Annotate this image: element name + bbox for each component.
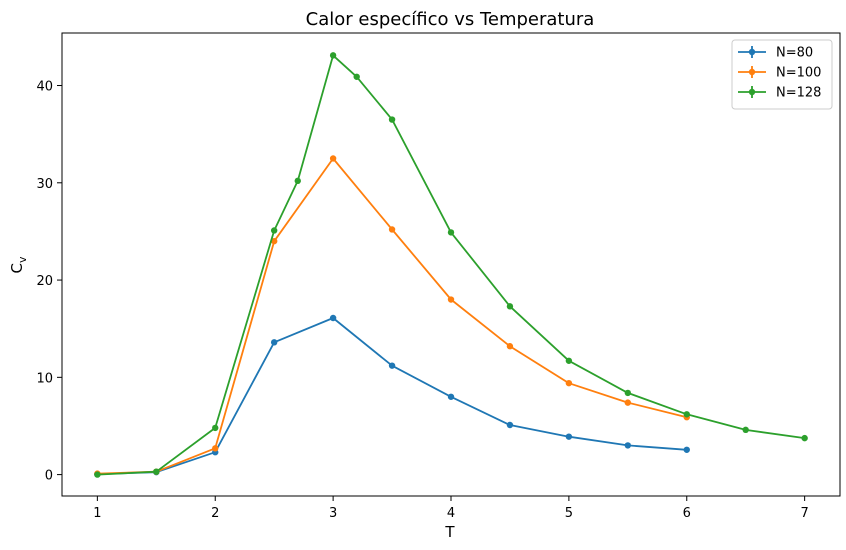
y-tick-label: 30 [36,177,53,192]
legend-item: N=128 [738,86,821,101]
chart-title: Calor específico vs Temperatura [306,9,595,30]
data-point [388,362,396,369]
data-point [683,411,690,418]
y-axis-label: Cv [8,256,29,273]
data-point [742,426,749,434]
legend-item: N=80 [738,46,813,61]
data-point [153,468,160,475]
series-1 [94,314,690,478]
y-tick-label: 40 [36,80,53,95]
data-point [565,357,573,364]
data-point [353,73,360,80]
data-point [447,229,455,236]
y-axis-label-main: C [8,263,26,273]
x-tick-label: 7 [800,506,808,521]
data-point [212,445,219,452]
data-point [447,296,455,303]
data-point [270,237,278,245]
legend-item: N=100 [738,66,821,81]
plot-frame [61,32,841,497]
y-tick-label: 10 [36,371,53,386]
data-point [801,434,808,442]
series-layer [94,52,808,478]
data-point [329,314,337,322]
series-line [97,54,805,476]
data-point [329,52,337,59]
series-3 [94,52,808,478]
series-line [97,157,688,475]
legend-label: N=128 [776,86,821,101]
series-2 [94,155,690,477]
data-point [212,424,219,432]
data-point [624,389,632,397]
x-tick-label: 4 [447,506,455,521]
y-tick-label: 20 [36,274,53,289]
legend-marker [748,88,756,96]
data-point [506,343,514,350]
data-point [565,379,573,387]
legend-label: N=100 [776,66,821,81]
legend-marker [748,48,756,56]
legend-marker [748,68,756,76]
data-point [506,303,514,310]
x-tick-label: 3 [329,506,337,521]
x-tick-label: 6 [683,506,691,521]
data-point [270,339,278,346]
y-axis: 0 10 20 30 40 [36,80,62,484]
x-axis-label: T [444,523,455,541]
legend-label: N=80 [776,46,813,61]
y-axis-label-subscript: v [16,256,29,263]
y-tick-label: 0 [45,469,53,484]
data-point [388,116,396,123]
x-tick-label: 2 [211,506,219,521]
data-point [683,446,690,453]
data-point [270,227,278,234]
data-point [388,226,396,233]
x-tick-label: 5 [565,506,573,521]
data-point [565,433,573,440]
x-tick-label: 1 [93,506,101,521]
data-point [329,155,337,162]
data-point [624,399,632,406]
data-point [624,442,632,449]
data-point [506,421,514,429]
legend: N=80 N=100 N=128 [731,39,833,110]
data-point [94,471,101,478]
x-axis: 1 2 3 4 5 6 7 [93,496,809,521]
data-point [294,177,301,185]
data-point [447,393,455,400]
